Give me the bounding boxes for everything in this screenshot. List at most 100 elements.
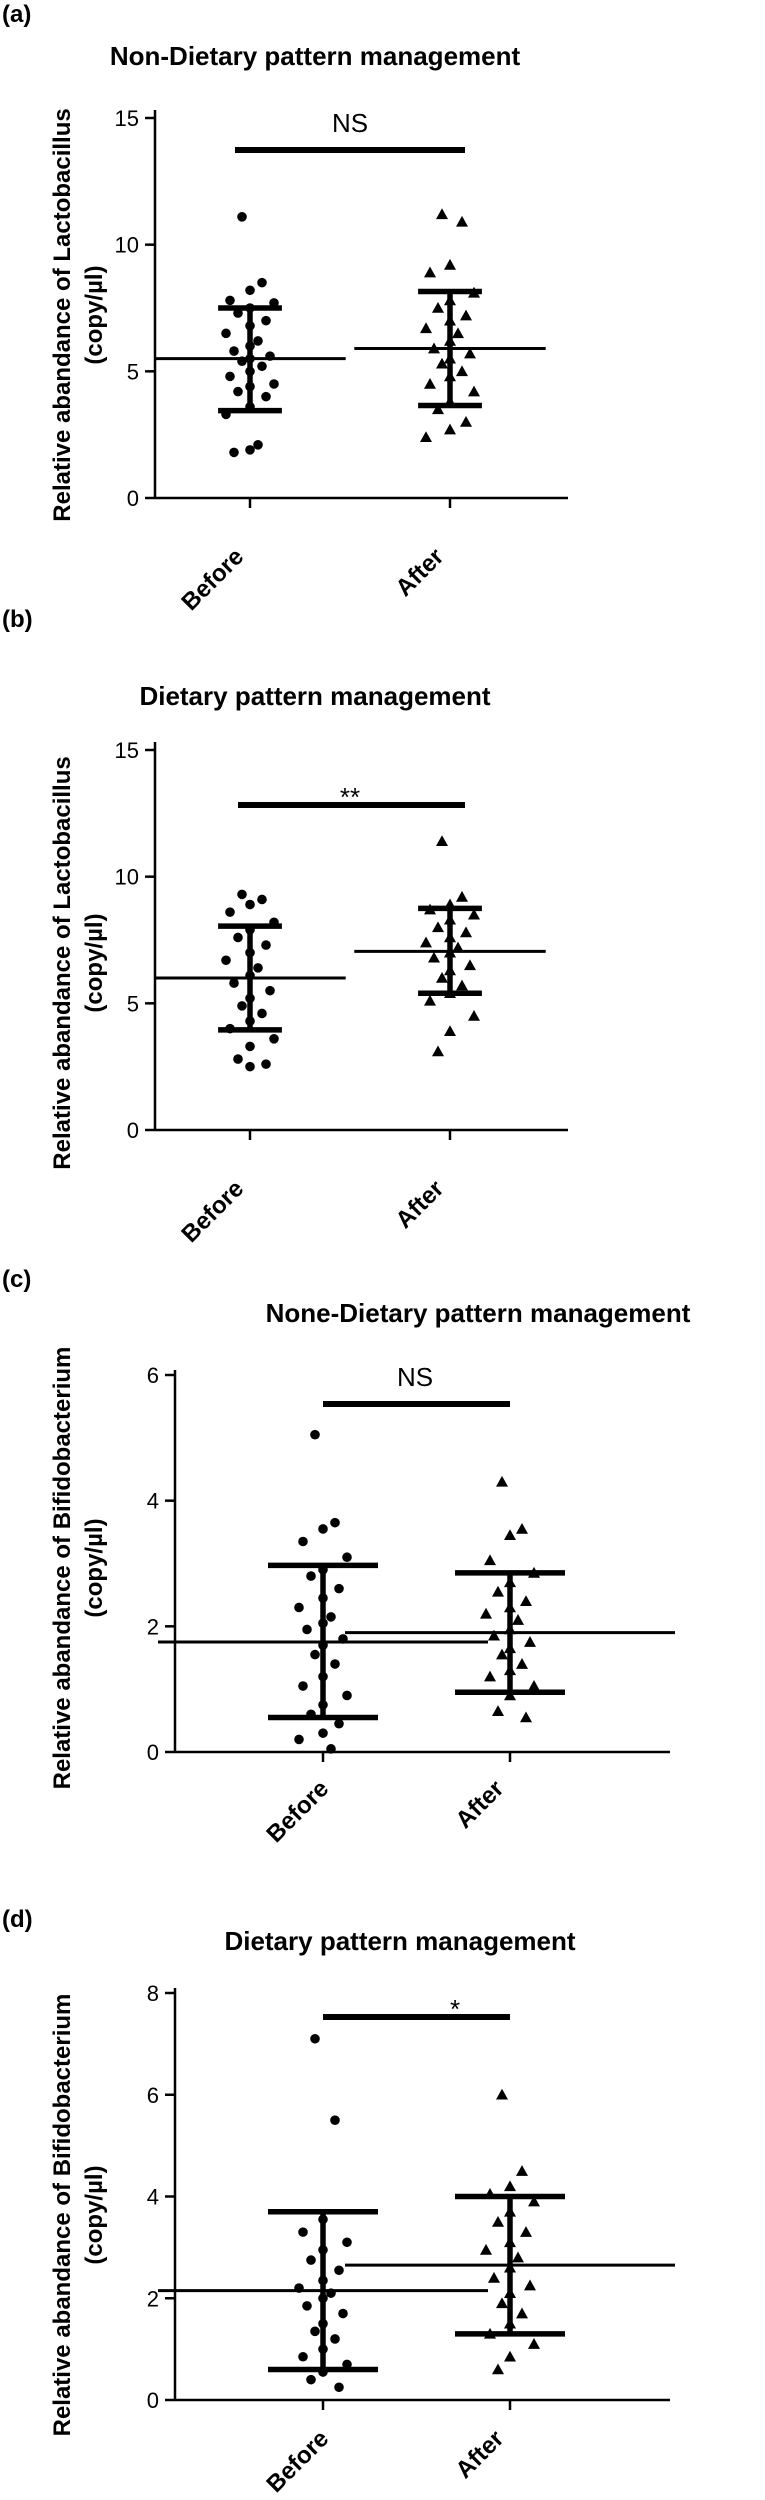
panel-d-before-point xyxy=(334,2265,344,2276)
panel-d-ytick-label-1: 2 xyxy=(147,2286,159,2311)
panel-a-after-point xyxy=(456,365,468,377)
panel-d-after-point xyxy=(524,2279,536,2291)
panel-a-before-point xyxy=(257,277,267,288)
panel-d-ytick-label-4: 8 xyxy=(147,1981,159,2006)
panel-a-title: Non-Dietary pattern management xyxy=(110,41,521,71)
panel-d-after-point xyxy=(492,2215,504,2227)
panel-c-ylabel-line1: Relative abandance of Bifidobacterium xyxy=(49,1347,76,1790)
panel-c-ytick-label-3: 6 xyxy=(147,1363,159,1388)
panel-a-ytick-label-1: 5 xyxy=(127,359,139,384)
panel-d-before-point xyxy=(306,2374,316,2385)
panel-c-after-point xyxy=(480,1607,492,1619)
panel-c-marks: 0 2 4 6 xyxy=(147,1363,675,1765)
panel-b-ytick-label-0: 0 xyxy=(127,1118,139,1143)
panel-c-label: (c) xyxy=(2,1266,31,1293)
panel-c-before-point xyxy=(294,1602,304,1613)
panel-d-after-point xyxy=(504,2180,516,2192)
panel-a-before-point xyxy=(257,361,267,372)
panel-d-after-point xyxy=(516,2307,528,2319)
panel-b-title: Dietary pattern management xyxy=(139,681,490,711)
panel-b-before-point xyxy=(225,907,235,917)
panel-b-before-point xyxy=(237,1001,247,1011)
panel-b-before-point xyxy=(233,1054,243,1064)
panel-b-after-point xyxy=(456,979,468,991)
panel-a-after-point xyxy=(420,431,432,442)
panel-b-after-point xyxy=(436,835,448,846)
panel-b-after-point xyxy=(464,959,476,971)
panel-c-after-point xyxy=(504,1529,516,1541)
panel-d-before-point xyxy=(330,2115,340,2125)
panel-a-after-point xyxy=(432,403,444,415)
panel-c-after-point xyxy=(524,1636,536,1647)
panel-d-before-point xyxy=(330,2334,340,2344)
panel-d-ylabel-line1: Relative abandance of Bifidobacterium xyxy=(49,1994,76,2437)
panel-a-before-point xyxy=(225,371,235,382)
panel-b-after-point xyxy=(468,1010,480,1021)
panel-d-before-point xyxy=(338,2308,348,2319)
panel-d-ytick-label-3: 6 xyxy=(147,2083,159,2108)
panel-a-xtick-after: After xyxy=(391,543,450,602)
panel-c-before-point xyxy=(318,1728,328,1738)
panel-b-after-point xyxy=(428,951,440,963)
panel-d-before-point xyxy=(306,2255,316,2265)
panel-d-marks: 0 2 4 6 8 xyxy=(147,1981,675,2413)
panel-b-before-point xyxy=(257,1008,267,1019)
panel-c-after-point xyxy=(520,1595,532,1606)
panel-c-title: None-Dietary pattern management xyxy=(266,1298,691,1328)
panel-d-after-point xyxy=(488,2271,500,2283)
panel-b-before-point xyxy=(261,940,271,950)
panel-d-after-point xyxy=(496,2088,508,2100)
panel-a-before-point xyxy=(245,445,255,455)
panel-a-before-point xyxy=(221,328,231,339)
panel-c-ylabel-line2: (copy/µl) xyxy=(81,1518,108,1617)
panel-c-after-point xyxy=(516,1658,528,1669)
panel-d-before-point xyxy=(334,2382,344,2393)
panel-b-after-point xyxy=(460,926,472,938)
panel-b-after-point xyxy=(424,994,436,1006)
panel-d-ylabel-line2: (copy/µl) xyxy=(81,2165,108,2264)
panel-b-label: (b) xyxy=(2,606,33,633)
panel-b-before-point xyxy=(221,955,231,966)
panel-b-after-point xyxy=(468,908,480,920)
panel-a: (a) Non-Dietary pattern management Relat… xyxy=(2,1,568,616)
panel-d-ytick-label-0: 0 xyxy=(147,2388,159,2413)
panel-a-after-point xyxy=(436,357,448,369)
panel-a-after-point xyxy=(436,208,448,220)
panel-a-after-point xyxy=(424,266,436,278)
panel-d-after-point xyxy=(516,2165,528,2176)
panel-d-before-point xyxy=(302,2301,312,2311)
panel-b-after-point xyxy=(456,890,468,902)
panel-b-xtick-after: After xyxy=(391,1175,450,1234)
panel-a-before-point xyxy=(245,285,255,296)
panel-c-before-point xyxy=(310,1429,320,1440)
panel-c-before-point xyxy=(310,1649,320,1660)
panel-b-ylabel-line1: Relative abandance of Lactobacillus xyxy=(49,756,76,1169)
panel-a-before-point xyxy=(261,391,271,402)
panel-b-significance: ** xyxy=(340,782,360,812)
panel-b-before-point xyxy=(233,932,243,943)
panel-b-marks: 0 5 10 15 xyxy=(115,738,568,1143)
panel-d-before-point xyxy=(298,2227,308,2237)
panel-c-ytick-label-0: 0 xyxy=(147,1740,159,1765)
panel-c-before-point xyxy=(334,1583,344,1594)
panel-c-significance: NS xyxy=(397,1362,433,1392)
panel-a-before-point xyxy=(237,212,247,222)
panel-a-after-point xyxy=(424,378,436,389)
panel-b-ytick-label-3: 15 xyxy=(115,738,139,763)
panel-c-before-point xyxy=(302,1624,312,1635)
panel-d-after-point xyxy=(528,2338,540,2349)
panel-a-after-point xyxy=(456,215,468,227)
panel-a-ytick-label-3: 15 xyxy=(115,106,139,131)
panel-a-before-point xyxy=(225,295,235,306)
panel-b-ylabel-line2: (copy/µl) xyxy=(81,913,108,1012)
panel-d-title: Dietary pattern management xyxy=(224,1926,575,1956)
panel-c-after-point xyxy=(488,1629,500,1641)
panel-a-after-point xyxy=(464,347,476,359)
panel-a-before-point xyxy=(269,379,279,389)
panel-a-after-point xyxy=(432,302,444,313)
panel-c-before-point xyxy=(298,1681,308,1691)
panel-b: (b) Dietary pattern management Relative … xyxy=(2,606,568,1248)
panel-a-after-point xyxy=(420,322,432,334)
panel-d-before-point xyxy=(310,2326,320,2337)
